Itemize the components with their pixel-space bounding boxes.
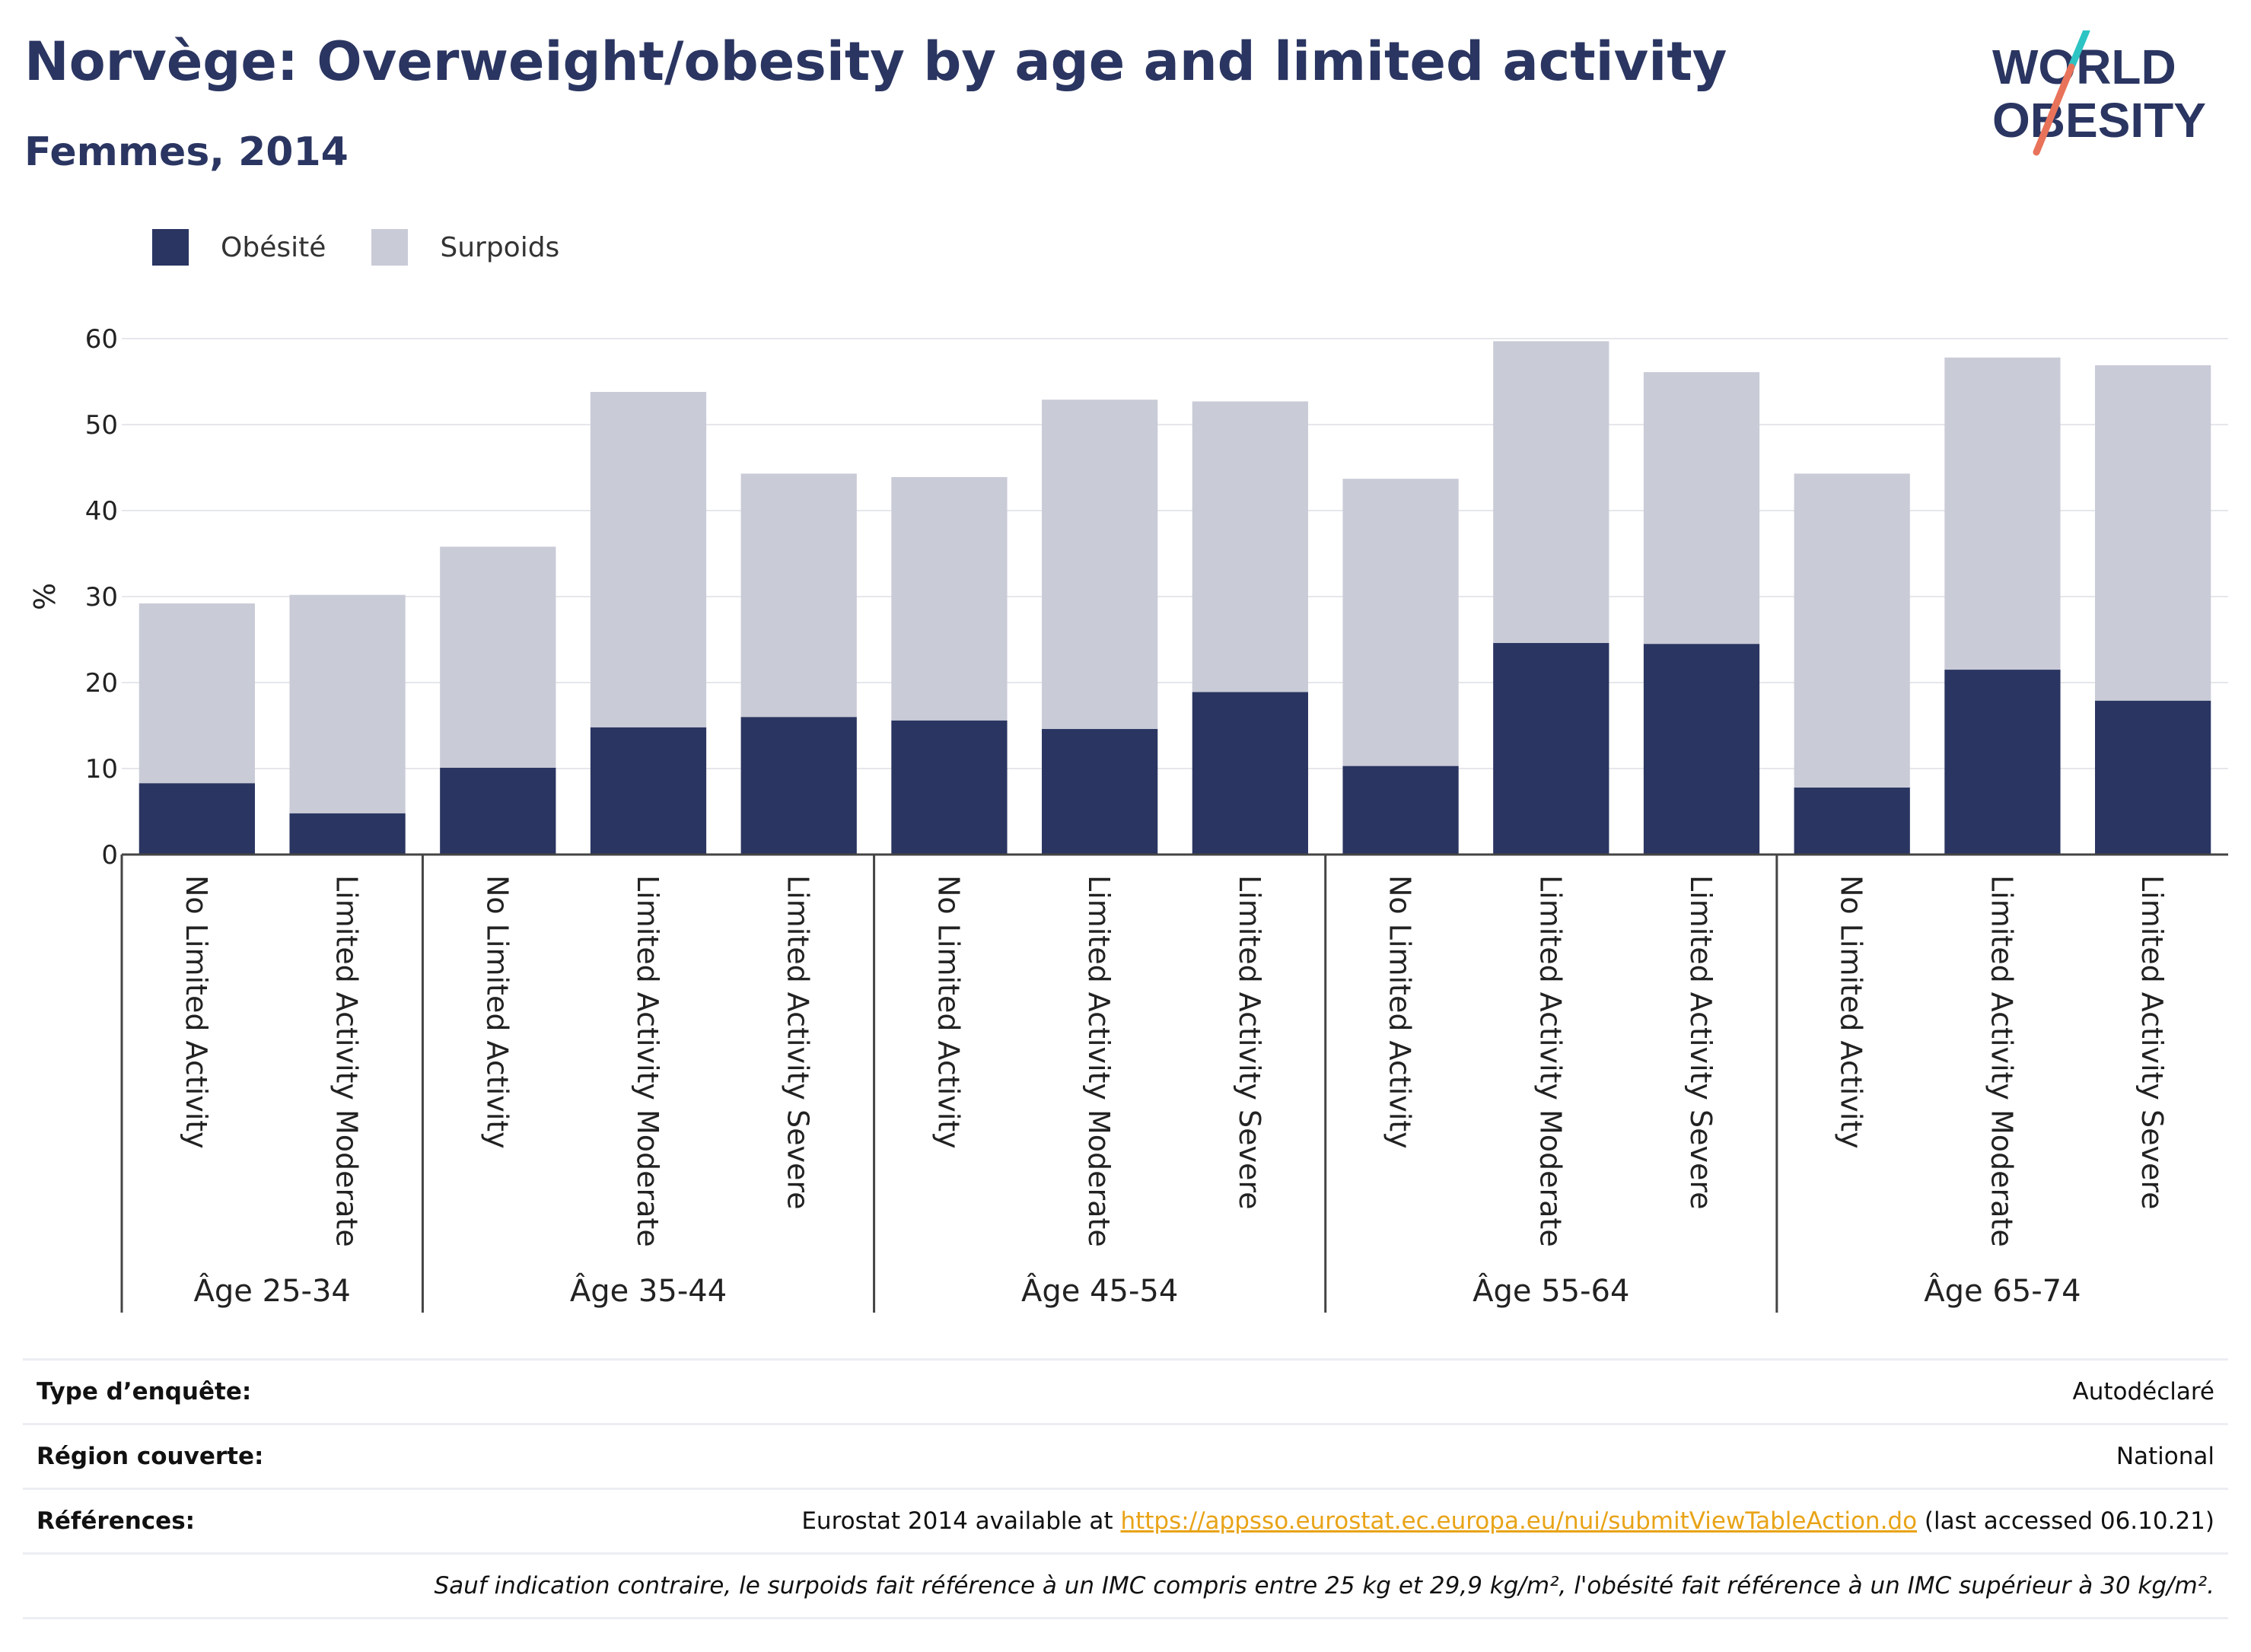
bar-overweight	[1643, 372, 1760, 645]
x-tick-label: Limited Activity Moderate	[1082, 875, 1116, 1247]
x-tick-label: Limited Activity Severe	[2135, 875, 2169, 1210]
y-tick-label: 0	[101, 840, 118, 871]
logo-line1: WORLD	[1992, 40, 2176, 94]
x-tick-label: Limited Activity Severe	[782, 875, 815, 1210]
legend-swatch-obesity	[152, 229, 189, 266]
y-tick-label: 50	[85, 410, 118, 441]
x-tick-label: No Limited Activity	[180, 875, 213, 1149]
world-obesity-logo: WORLD OBESITY	[1992, 30, 2206, 156]
info-table: Type d’enquête: Autodéclaré Région couve…	[23, 1358, 2228, 1619]
references-value: Eurostat 2014 available at https://appss…	[801, 1507, 2228, 1535]
x-tick-label: Limited Activity Severe	[1233, 875, 1266, 1210]
x-tick-label: Limited Activity Moderate	[1985, 875, 2018, 1247]
bar-overweight	[440, 546, 556, 768]
group-label: Âge 25-34	[194, 1272, 351, 1309]
x-tick-label: No Limited Activity	[1383, 875, 1417, 1149]
bar-obesity	[2095, 700, 2211, 855]
bar-obesity	[1042, 729, 1158, 855]
logo-slash-bottom	[2033, 63, 2075, 156]
bar-obesity	[740, 717, 857, 855]
bar-obesity	[1192, 692, 1308, 855]
bar-overweight	[1192, 401, 1308, 692]
bar-obesity	[1643, 644, 1760, 855]
chart-title: Norvège: Overweight/obesity by age and l…	[24, 30, 1727, 93]
references-link[interactable]: https://appsso.eurostat.ec.europa.eu/nui…	[1120, 1507, 1918, 1535]
logo-slash-top	[2068, 30, 2090, 71]
bar-overweight	[1493, 341, 1609, 644]
bar-obesity	[1342, 766, 1459, 855]
bar-obesity	[1493, 643, 1609, 855]
survey-type-label: Type d’enquête:	[37, 1378, 252, 1405]
group-label: Âge 55-64	[1473, 1272, 1629, 1309]
bar-overweight	[2095, 365, 2211, 701]
region-label: Région couverte:	[37, 1443, 264, 1470]
group-label: Âge 45-54	[1021, 1272, 1178, 1309]
survey-type-value: Autodéclaré	[2072, 1378, 2214, 1405]
x-tick-label: Limited Activity Moderate	[1533, 875, 1567, 1247]
legend-swatch-overweight	[371, 229, 409, 266]
bar-overweight	[289, 594, 406, 813]
bar-obesity	[440, 767, 556, 855]
bar-overweight	[1794, 473, 1910, 788]
bar-overweight	[1944, 357, 2061, 670]
references-prefix: Eurostat 2014 available at	[801, 1507, 1121, 1535]
x-tick-label: No Limited Activity	[480, 875, 514, 1149]
chart-subtitle: Femmes, 2014	[24, 129, 349, 175]
y-tick-label: 40	[85, 496, 118, 527]
info-row-survey: Type d’enquête: Autodéclaré	[23, 1358, 2228, 1423]
y-tick-label: 20	[85, 668, 118, 699]
legend: Obésité Surpoids	[152, 224, 605, 270]
group-label: Âge 65-74	[1924, 1272, 2081, 1309]
legend-label-obesity: Obésité	[221, 231, 326, 263]
x-tick-label: No Limited Activity	[931, 875, 965, 1149]
region-value: National	[2116, 1443, 2214, 1470]
bar-obesity	[289, 813, 406, 855]
stacked-bar-chart: 0 10 20 30 40 50 60% No Limited Activity Limited…	[28, 324, 2228, 1313]
bar-overweight	[891, 476, 1008, 721]
y-tick-label: 60	[85, 324, 118, 355]
legend-label-overweight: Surpoids	[440, 231, 560, 263]
bar-obesity	[590, 727, 707, 855]
logo-line2: OBESITY	[1992, 93, 2206, 148]
references-label: Références:	[37, 1507, 196, 1535]
group-label: Âge 35-44	[570, 1272, 727, 1309]
y-axis-label: %	[28, 583, 62, 610]
bar-obesity	[1794, 787, 1910, 855]
x-tick-label: No Limited Activity	[1835, 875, 1868, 1149]
x-tick-label: Limited Activity Severe	[1684, 875, 1718, 1210]
info-row-references: Références: Eurostat 2014 available at h…	[23, 1488, 2228, 1552]
bar-obesity	[138, 783, 255, 855]
info-row-note: Sauf indication contraire, le surpoids f…	[23, 1552, 2228, 1619]
info-row-region: Région couverte: National	[23, 1423, 2228, 1488]
y-tick-label: 10	[85, 754, 118, 785]
bar-obesity	[891, 720, 1008, 855]
bar-obesity	[1944, 670, 2061, 855]
bmi-note: Sauf indication contraire, le surpoids f…	[434, 1572, 2214, 1599]
legend-item-obesity[interactable]: Obésité	[152, 229, 326, 266]
bar-overweight	[1042, 399, 1158, 730]
bar-overweight	[138, 603, 255, 784]
bar-overweight	[1342, 479, 1459, 766]
x-tick-label: Limited Activity Moderate	[330, 875, 364, 1247]
legend-item-overweight[interactable]: Surpoids	[371, 229, 559, 266]
references-suffix: (last accessed 06.10.21)	[1917, 1507, 2214, 1535]
bar-overweight	[740, 473, 857, 718]
bar-overweight	[590, 392, 707, 727]
y-tick-label: 30	[85, 582, 118, 613]
x-tick-label: Limited Activity Moderate	[631, 875, 664, 1247]
